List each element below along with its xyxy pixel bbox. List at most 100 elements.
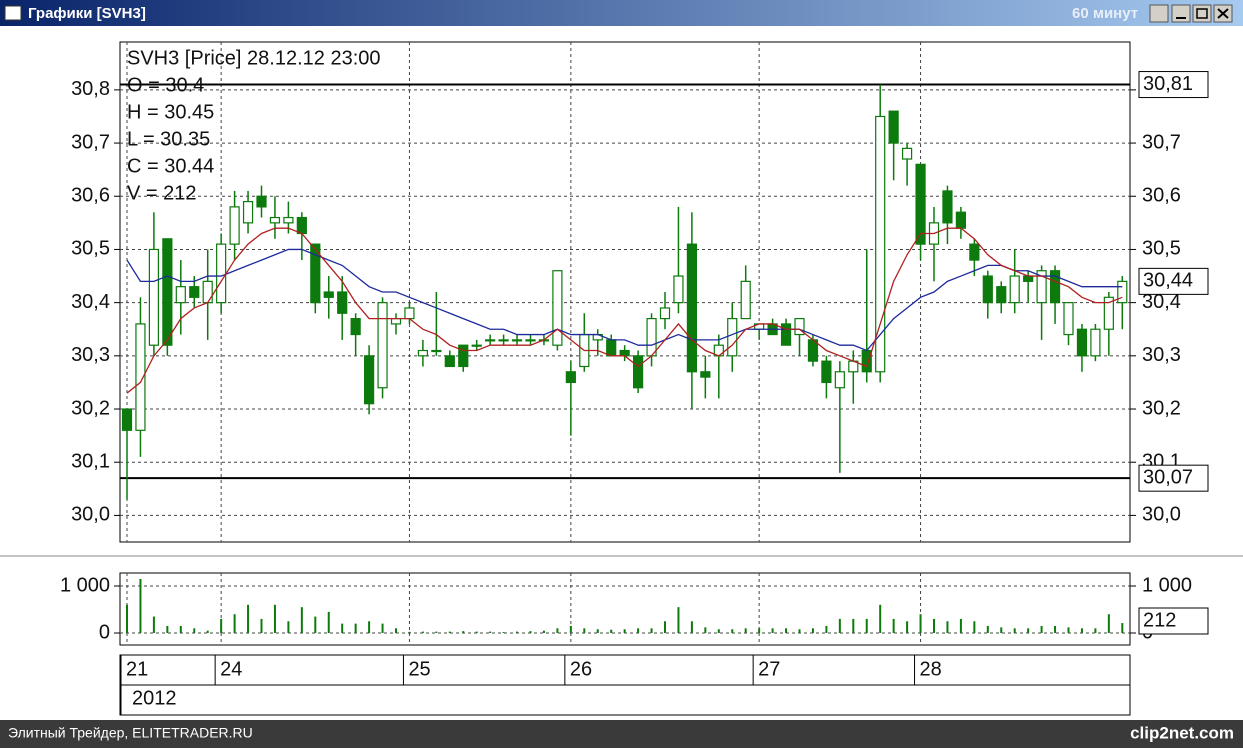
candle-body <box>1090 328 1101 357</box>
x-year-label: 2012 <box>132 687 177 709</box>
title-bar <box>0 0 1243 26</box>
y-tick-label: 30,8 <box>71 78 110 100</box>
info-line: C = 30.44 <box>127 155 214 177</box>
y-tick-label: 30,7 <box>71 131 110 153</box>
candle-body <box>982 275 993 304</box>
y-tick-label: 30,5 <box>71 238 110 260</box>
candle-body <box>337 291 348 314</box>
candle-body <box>525 339 536 342</box>
level-label-box <box>1138 71 1209 99</box>
candle-body <box>202 280 213 304</box>
x-tick-label: 27 <box>758 658 780 680</box>
y-tick-label-right: 30,6 <box>1142 185 1181 207</box>
y-tick-label-right: 30,3 <box>1142 344 1181 366</box>
candle-body <box>444 355 455 368</box>
candle-body <box>740 280 751 320</box>
y-tick-label: 0 <box>99 621 110 643</box>
candle-body <box>901 147 913 160</box>
y-tick-label: 30,6 <box>71 185 110 207</box>
info-line: L = 30.35 <box>127 128 210 150</box>
level-label: 30,81 <box>1143 73 1193 95</box>
y-tick-label: 30,1 <box>71 450 110 472</box>
candle-body <box>390 317 402 325</box>
candle-body <box>1009 275 1020 304</box>
y-tick-label: 1 000 <box>60 574 110 596</box>
y-tick-label-right: 1 000 <box>1142 574 1192 596</box>
candle-body <box>565 371 576 384</box>
y-tick-label-right: 30,7 <box>1142 131 1181 153</box>
window-icon <box>4 5 22 21</box>
y-tick-label: 30,4 <box>71 291 110 313</box>
window-title: Графики [SVH3] <box>28 5 146 22</box>
candle-body <box>121 408 133 431</box>
candle-body <box>404 307 415 320</box>
candle-body <box>875 115 886 373</box>
y-tick-label-right: 30,4 <box>1142 291 1181 313</box>
candle-body <box>1049 270 1061 304</box>
interval[interactable]: 60 минут <box>1072 5 1138 22</box>
x-tick-label: 26 <box>570 658 592 680</box>
pin-button[interactable] <box>1149 4 1169 23</box>
maximize-icon <box>1196 8 1208 19</box>
candle-body <box>673 275 684 304</box>
candle-body <box>323 291 334 298</box>
candle-body <box>310 243 321 304</box>
candle-body <box>996 286 1007 304</box>
candle-body <box>350 317 361 336</box>
candle-body <box>861 349 872 373</box>
candle-body <box>606 339 617 357</box>
y-tick-label-right: 30,5 <box>1142 238 1181 260</box>
y-tick-label: 30,3 <box>71 344 110 366</box>
candle-body <box>189 286 200 298</box>
candle-body <box>216 243 227 304</box>
candle-body <box>229 206 240 245</box>
y-tick-label: 30,0 <box>71 504 110 526</box>
moving-average <box>126 248 1123 352</box>
candle-body <box>632 355 644 389</box>
candle-body <box>942 190 953 224</box>
candle-body <box>619 349 630 357</box>
candle-body <box>283 216 294 224</box>
candle-body <box>915 163 926 245</box>
last-price-label: 30,44 <box>1143 270 1193 292</box>
y-tick-label-right: 30,2 <box>1142 397 1181 419</box>
volume-panel <box>119 572 1131 646</box>
candle-body <box>686 243 698 373</box>
level-label: 30,07 <box>1143 466 1193 488</box>
info-line: V = 212 <box>127 182 197 204</box>
candle-body <box>498 339 509 342</box>
candle-body <box>135 323 146 431</box>
last-price-label-box <box>1138 267 1209 295</box>
x-tick-label: 24 <box>220 658 242 680</box>
footer-text: Элитный Трейдер, ELITETRADER.RU <box>8 725 253 741</box>
candle-body <box>955 211 967 229</box>
minimize-button[interactable] <box>1171 4 1191 23</box>
info-line: H = 30.45 <box>127 101 214 123</box>
close-icon <box>1217 8 1229 19</box>
candle-body <box>821 360 832 384</box>
candle-body <box>269 216 281 224</box>
candle-body <box>431 349 442 353</box>
candle-body <box>1103 296 1114 330</box>
last-volume-label-box <box>1138 607 1209 635</box>
candle-body <box>364 355 375 405</box>
price-panel <box>119 41 1131 543</box>
maximize-button[interactable] <box>1192 4 1212 23</box>
candle-body <box>162 238 173 346</box>
x-tick-label: 21 <box>126 658 148 680</box>
candle-body <box>256 195 267 208</box>
candle-body <box>296 216 307 235</box>
candle-body <box>1117 280 1128 304</box>
candle-body <box>727 317 738 357</box>
candle-body <box>700 371 711 378</box>
candle-body <box>969 243 980 261</box>
candle-body <box>1076 328 1088 357</box>
candle-body <box>471 344 482 347</box>
candle-body <box>1023 275 1034 282</box>
footer-logo[interactable]: clip2net.com <box>1130 723 1234 742</box>
candle-body <box>485 339 496 342</box>
candle-body <box>794 317 805 336</box>
x-tick-label: 25 <box>408 658 430 680</box>
candle-body <box>148 248 159 346</box>
